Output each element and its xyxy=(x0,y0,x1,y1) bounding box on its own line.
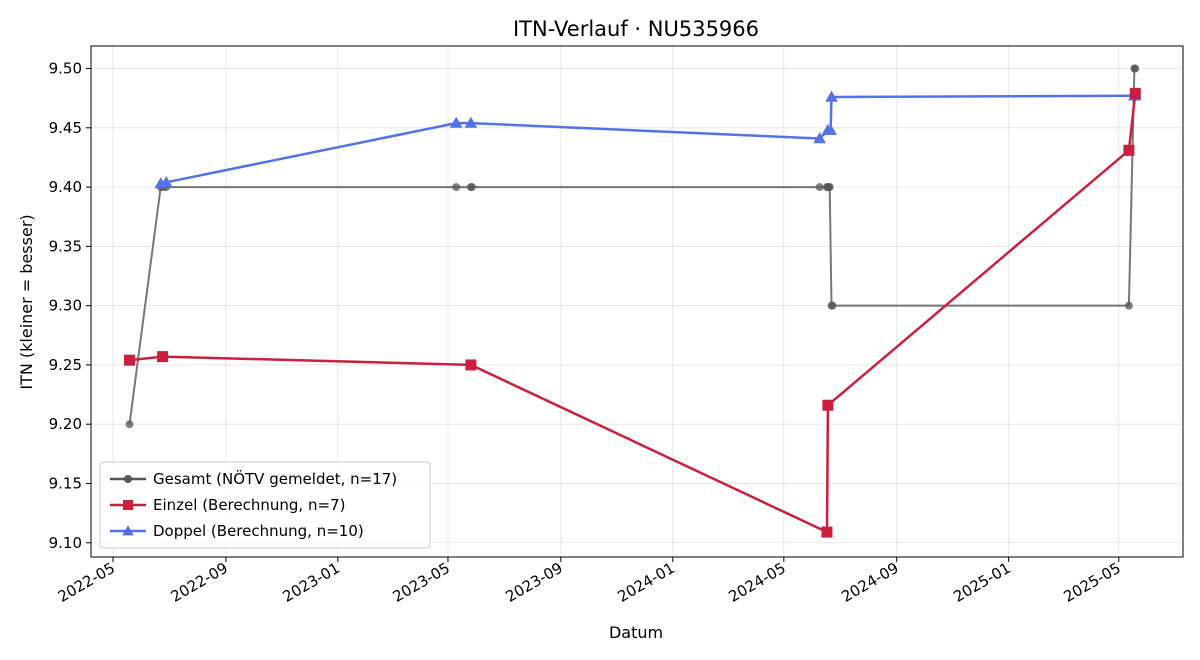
x-axis-title: Datum xyxy=(609,623,663,642)
x-tick-label: 2024-05 xyxy=(726,559,789,606)
x-tick-label: 2022-09 xyxy=(168,559,231,606)
data-point xyxy=(1131,64,1140,73)
data-point xyxy=(825,90,838,102)
data-point xyxy=(824,123,837,135)
data-point xyxy=(821,526,833,538)
y-axis-title: ITN (kleiner = besser) xyxy=(17,214,36,389)
data-point xyxy=(1129,87,1141,99)
y-tick-label: 9.10 xyxy=(49,534,82,552)
x-tick-label: 2024-09 xyxy=(838,559,901,606)
y-tick-label: 9.20 xyxy=(49,415,82,433)
x-tick-label: 2025-05 xyxy=(1060,559,1123,606)
x-tick-label: 2023-01 xyxy=(280,559,343,606)
legend: Gesamt (NÖTV gemeldet, n=17) Einzel (Bere… xyxy=(99,461,431,549)
legend-marker xyxy=(123,500,133,510)
legend-marker xyxy=(124,475,132,483)
x-tick-label: 2023-09 xyxy=(503,559,566,606)
y-tick-label: 9.30 xyxy=(49,297,82,315)
y-tick-label: 9.25 xyxy=(49,356,82,374)
x-tick-label: 2023-05 xyxy=(390,559,453,606)
data-point xyxy=(465,359,477,371)
data-point xyxy=(467,183,476,192)
data-point xyxy=(825,183,834,192)
data-point xyxy=(159,176,173,188)
data-point xyxy=(449,116,463,128)
x-tick-label: 2024-01 xyxy=(614,559,677,606)
x-tick-label: 2025-01 xyxy=(950,559,1013,606)
data-point xyxy=(464,116,478,128)
y-tick-label: 9.40 xyxy=(49,178,82,196)
data-point xyxy=(813,132,826,144)
data-point xyxy=(157,351,169,363)
legend-label: Einzel (Berechnung, n=7) xyxy=(153,496,345,514)
legend-marker xyxy=(122,525,134,536)
plot-frame xyxy=(90,45,1184,558)
y-axis-ticks: 9.10 9.15 9.20 9.25 9.30 9.35 9.40 9.45 9.50 xyxy=(49,60,91,552)
chart-title: ITN-Verlauf · NU535966 xyxy=(513,17,759,41)
series-line xyxy=(160,94,1136,185)
y-tick-label: 9.50 xyxy=(49,60,82,78)
data-point xyxy=(452,183,461,192)
y-tick-label: 9.15 xyxy=(49,474,82,492)
data-point xyxy=(828,301,837,310)
legend-label: Gesamt (NÖTV gemeldet, n=17) xyxy=(153,469,397,488)
legend-box xyxy=(99,461,431,549)
data-point xyxy=(815,183,824,192)
data-point xyxy=(822,399,834,411)
series-layer xyxy=(124,64,1142,538)
data-point xyxy=(1124,301,1133,310)
legend-label: Doppel (Berechnung, n=10) xyxy=(153,522,364,540)
series-triangle xyxy=(154,89,1142,189)
x-axis-ticks: 2022-05 2022-09 2023-01 2023-05 2023-09 2024-… xyxy=(55,557,1124,606)
data-point xyxy=(1123,144,1135,156)
data-point xyxy=(124,354,136,366)
y-tick-label: 9.35 xyxy=(49,237,82,255)
y-tick-label: 9.45 xyxy=(49,119,82,137)
x-tick-label: 2022-05 xyxy=(55,559,118,606)
series-square xyxy=(124,87,1141,538)
data-point xyxy=(125,420,134,429)
